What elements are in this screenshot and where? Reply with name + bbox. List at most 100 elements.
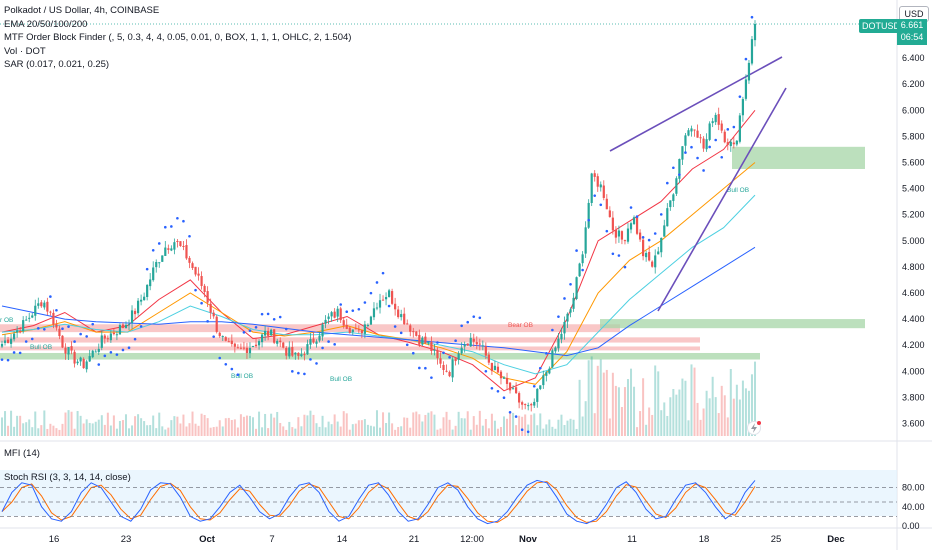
sar-dot: [212, 335, 215, 338]
trendlines[interactable]: [609, 56, 787, 312]
volume-bar: [524, 414, 527, 436]
sar-dot: [454, 339, 457, 343]
candle-body: [421, 337, 424, 345]
volume-bar: [687, 420, 690, 436]
volume-bar: [427, 412, 430, 436]
candle-body: [617, 230, 621, 237]
candle-body: [285, 347, 288, 356]
candle-body: [554, 347, 557, 352]
volume-bar: [318, 426, 321, 436]
volume-bar: [720, 385, 723, 436]
candle-body: [527, 405, 530, 407]
candle-body: [206, 291, 209, 303]
candle-body: [418, 334, 421, 345]
sar-dot: [405, 343, 409, 347]
sar-dot: [103, 354, 107, 358]
candle-body: [267, 330, 270, 336]
candle-body: [403, 313, 406, 325]
candle-body: [732, 142, 735, 145]
candle-body: [654, 255, 657, 268]
volume-bar: [626, 379, 629, 436]
volume-bar: [140, 418, 143, 436]
candle-body: [569, 309, 572, 313]
volume-bar: [557, 419, 560, 436]
ema-legend[interactable]: EMA 20/50/100/200: [4, 18, 88, 30]
candle-body: [239, 347, 243, 349]
obf-legend[interactable]: MTF Order Block Finder (, 5, 0.3, 4, 4, …: [4, 32, 352, 44]
candle-body: [79, 357, 82, 362]
volume-bar: [273, 417, 276, 436]
sar-dot: [30, 337, 34, 341]
volume-bar: [418, 414, 421, 436]
volume-bar: [741, 380, 744, 436]
volume-bar: [451, 429, 454, 436]
candle-body: [463, 344, 466, 347]
candle-body: [747, 62, 751, 81]
sar-dot: [133, 337, 137, 341]
sar-dot: [399, 331, 403, 335]
sar-dot: [387, 304, 391, 308]
sar-legend[interactable]: SAR (0.017, 0.021, 0.25): [4, 59, 110, 71]
volume-bar: [623, 387, 626, 436]
sar-dot: [164, 225, 167, 229]
lower-trendline[interactable]: [657, 87, 787, 312]
sar-dot: [575, 249, 578, 252]
volume-bar: [648, 407, 651, 436]
volume-bar: [490, 413, 493, 436]
candle-body: [587, 202, 590, 228]
candle-body: [581, 254, 584, 264]
candle-body: [632, 217, 636, 224]
bull-order-block: [732, 146, 865, 169]
candle-body: [726, 142, 729, 145]
last-price-tag: 6.661 06:54: [897, 19, 927, 45]
candle-body: [738, 115, 741, 142]
candle-body: [442, 364, 445, 371]
volume-bar: [173, 416, 176, 436]
candle-body: [551, 350, 554, 368]
price-tick-label: 4.400: [902, 314, 925, 324]
candle-body: [493, 365, 497, 371]
candle-body: [49, 311, 52, 313]
sar-dot: [678, 173, 681, 176]
flash-icon[interactable]: [747, 421, 762, 435]
upper-trendline[interactable]: [609, 56, 783, 152]
sar-dot: [520, 428, 524, 432]
symbol-title[interactable]: Polkadot / US Dollar, 4h, COINBASE: [4, 5, 160, 16]
volume-bar: [200, 413, 203, 436]
time-tick-label: 18: [699, 534, 710, 545]
volume-bar: [506, 418, 509, 436]
candle-body: [263, 330, 267, 336]
sar-dot: [309, 358, 312, 361]
volume-bar: [291, 427, 294, 436]
time-tick-label: 16: [49, 534, 60, 545]
volume-bar: [285, 429, 288, 436]
sar-dot: [551, 328, 554, 332]
volume-bar: [620, 407, 623, 436]
volume-legend[interactable]: Vol · DOT: [4, 45, 46, 57]
sar-dot: [466, 320, 470, 324]
volume-bar: [258, 411, 261, 436]
stoch-rsi-label[interactable]: Stoch RSI (3, 3, 14, 14, close): [4, 472, 131, 483]
candle-body: [188, 257, 191, 263]
volume-bar: [530, 414, 533, 436]
candle-body: [518, 393, 521, 403]
volume-bar: [714, 397, 717, 436]
volume-bar: [521, 416, 524, 436]
candle-body: [270, 329, 273, 336]
candle-body: [572, 297, 575, 309]
candle-body: [439, 358, 442, 364]
sar-dot: [345, 310, 349, 313]
volume-bar: [379, 427, 382, 436]
volume-bar: [487, 428, 490, 436]
candle-body: [61, 335, 64, 348]
candle-body: [660, 237, 663, 253]
volume-bar: [633, 386, 636, 436]
volume-bar: [587, 360, 590, 436]
candle-body: [651, 261, 654, 267]
mfi-label[interactable]: MFI (14): [4, 448, 40, 459]
candle-body: [161, 255, 164, 262]
currency-button[interactable]: USD: [899, 6, 929, 22]
volume-bar: [13, 426, 16, 436]
